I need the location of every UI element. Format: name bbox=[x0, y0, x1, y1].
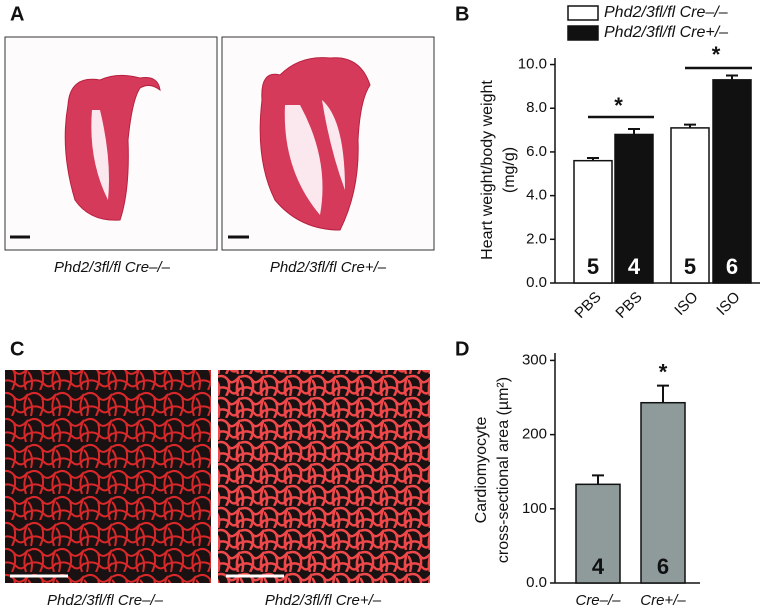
fluorescence-image bbox=[218, 370, 430, 583]
x-tick-label: ISO bbox=[713, 289, 743, 319]
error-bar bbox=[726, 74, 738, 80]
bar bbox=[575, 483, 621, 584]
significance-star: * bbox=[712, 42, 721, 67]
error-bar bbox=[657, 384, 669, 403]
n-label: 4 bbox=[592, 554, 605, 579]
x-tick-label: Cre–/– bbox=[575, 592, 621, 609]
y-axis-label: (mg/g) bbox=[501, 147, 518, 193]
y-tick-label: 2.0 bbox=[526, 230, 547, 247]
y-axis-label: cross-sectional area (µm²) bbox=[495, 377, 512, 563]
panel-label: C bbox=[10, 338, 24, 360]
y-tick-label: 100 bbox=[522, 500, 547, 517]
y-tick-label: 0.0 bbox=[526, 574, 547, 591]
error-bar bbox=[587, 157, 599, 161]
heart-cavity bbox=[91, 110, 109, 200]
y-tick-label: 200 bbox=[522, 426, 547, 443]
caption: Phd2/3fl/fl Cre–/– bbox=[54, 259, 171, 276]
caption: Phd2/3fl/fl Cre+/– bbox=[265, 592, 382, 609]
bar bbox=[614, 133, 654, 284]
caption: Phd2/3fl/fl Cre+/– bbox=[270, 259, 387, 276]
heart-cavity bbox=[284, 100, 345, 215]
error-bar bbox=[592, 474, 604, 485]
legend-label: Phd2/3fl/fl Cre–/– bbox=[604, 4, 728, 21]
bar bbox=[712, 79, 752, 284]
y-tick-label: 4.0 bbox=[526, 187, 547, 204]
y-tick-label: 300 bbox=[522, 351, 547, 368]
x-tick-label: PBS bbox=[571, 289, 604, 322]
n-label: 4 bbox=[628, 254, 641, 279]
legend-swatch bbox=[567, 25, 599, 41]
n-label: 5 bbox=[587, 254, 599, 279]
legend-label: Phd2/3fl/fl Cre+/– bbox=[604, 24, 728, 41]
bar bbox=[573, 159, 613, 284]
y-tick-label: 8.0 bbox=[526, 99, 547, 116]
error-bar bbox=[684, 123, 696, 128]
panel-label: D bbox=[455, 338, 469, 360]
x-tick-label: ISO bbox=[671, 289, 701, 319]
n-label: 6 bbox=[726, 254, 738, 279]
fluorescence-image bbox=[5, 370, 211, 583]
panel-label: A bbox=[10, 3, 24, 25]
legend-swatch bbox=[567, 5, 599, 21]
y-tick-label: 6.0 bbox=[526, 143, 547, 160]
y-tick-label: 10.0 bbox=[518, 56, 547, 73]
bar bbox=[640, 401, 686, 584]
y-axis-label: Cardiomyocyte bbox=[473, 417, 490, 524]
y-axis-label: Heart weight/body weight bbox=[479, 80, 496, 260]
y-tick-label: 0.0 bbox=[526, 274, 547, 291]
significance-star: * bbox=[659, 359, 668, 384]
x-tick-label: Cre+/– bbox=[640, 592, 686, 609]
significance-star: * bbox=[614, 93, 623, 118]
n-label: 5 bbox=[684, 254, 696, 279]
x-tick-label: PBS bbox=[612, 289, 645, 322]
error-bar bbox=[628, 127, 640, 135]
panel-label: B bbox=[455, 3, 469, 25]
n-label: 6 bbox=[657, 554, 669, 579]
heart-section bbox=[64, 74, 161, 221]
caption: Phd2/3fl/fl Cre–/– bbox=[47, 592, 164, 609]
